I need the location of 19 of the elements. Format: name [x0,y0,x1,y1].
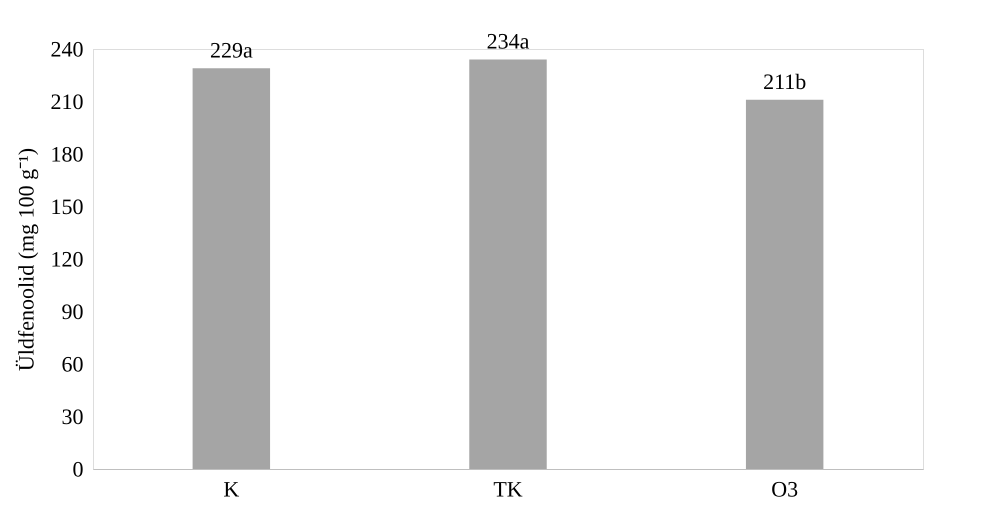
y-tick-label: 60 [62,352,84,376]
y-tick-label: 210 [50,89,84,114]
y-tick-label: 120 [50,246,84,272]
y-tick-label: 150 [50,194,84,219]
x-tick-label: O3 [771,476,798,502]
bar [746,100,824,469]
data-label: 234a [486,28,530,54]
y-tick-label: 180 [50,142,84,166]
y-tick-label: 90 [62,299,84,324]
data-label: 229a [210,37,253,62]
y-tick-label: 240 [50,36,84,62]
y-tick-label: 30 [62,404,84,429]
y-tick-label: 0 [72,456,84,482]
bar [192,68,270,469]
x-tick-label: K [223,476,240,502]
bar [469,60,547,469]
data-label: 211b [763,68,806,94]
x-tick-label: TK [493,476,523,502]
y-axis-title: Üldfenoolid (mg 100 g⁻¹) [14,148,38,372]
